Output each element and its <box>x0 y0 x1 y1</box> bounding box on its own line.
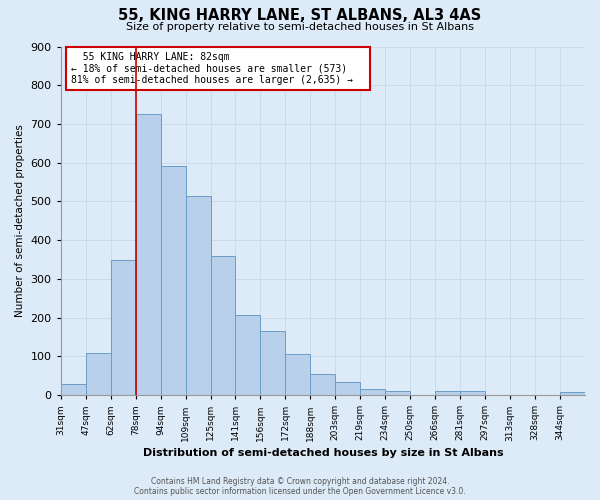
Bar <box>361 389 385 395</box>
Bar <box>460 391 485 395</box>
Bar <box>61 384 86 395</box>
Bar <box>286 354 310 395</box>
Bar <box>185 196 211 395</box>
Bar <box>161 166 185 395</box>
Text: Contains HM Land Registry data © Crown copyright and database right 2024.
Contai: Contains HM Land Registry data © Crown c… <box>134 476 466 496</box>
Text: 55 KING HARRY LANE: 82sqm
← 18% of semi-detached houses are smaller (573)
81% of: 55 KING HARRY LANE: 82sqm ← 18% of semi-… <box>71 52 365 85</box>
Y-axis label: Number of semi-detached properties: Number of semi-detached properties <box>15 124 25 318</box>
Bar <box>335 382 361 395</box>
Bar <box>211 256 235 395</box>
Bar <box>260 331 286 395</box>
Text: Size of property relative to semi-detached houses in St Albans: Size of property relative to semi-detach… <box>126 22 474 32</box>
Bar <box>385 391 410 395</box>
Bar <box>310 374 335 395</box>
Text: 55, KING HARRY LANE, ST ALBANS, AL3 4AS: 55, KING HARRY LANE, ST ALBANS, AL3 4AS <box>118 8 482 22</box>
Bar <box>86 354 110 395</box>
Bar <box>435 391 460 395</box>
X-axis label: Distribution of semi-detached houses by size in St Albans: Distribution of semi-detached houses by … <box>143 448 503 458</box>
Bar <box>110 260 136 395</box>
Bar <box>235 314 260 395</box>
Bar <box>560 392 585 395</box>
Bar <box>136 114 161 395</box>
